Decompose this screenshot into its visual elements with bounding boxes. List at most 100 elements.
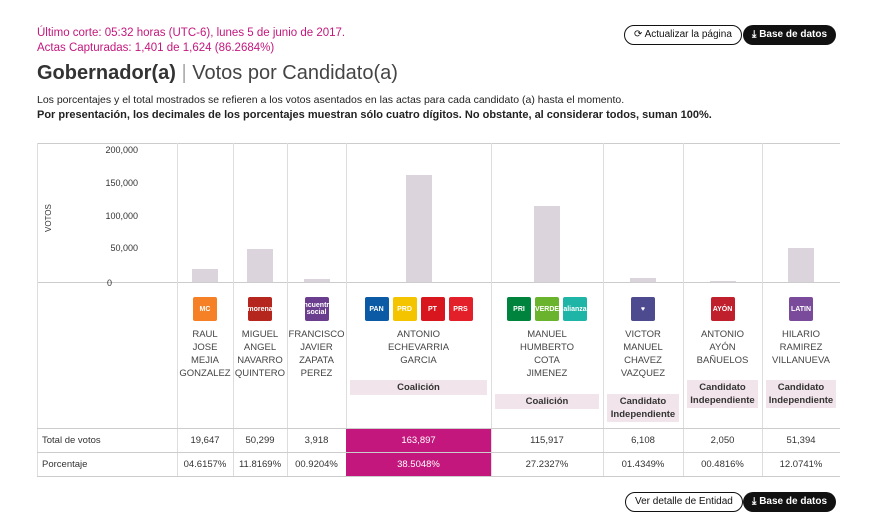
- percentage-cell: 01.4349%: [621, 459, 665, 470]
- candidate-name: RAUL JOSE MEJIA GONZALEZ: [177, 328, 233, 380]
- entity-detail-label: Ver detalle de Entidad: [635, 496, 733, 507]
- percentage-cell: 00.4816%: [701, 459, 744, 470]
- entity-detail-button[interactable]: Ver detalle de Entidad: [625, 492, 743, 512]
- percentage-cell: 00.9204%: [295, 459, 338, 470]
- database-label: Base de datos: [759, 29, 828, 40]
- percentage-cell: 38.5048%: [346, 453, 491, 476]
- y-tick-label: 0: [106, 278, 112, 288]
- column-divider: [762, 143, 763, 476]
- candidate-name-line: JOSE: [192, 342, 218, 353]
- candidate-name-line: BAÑUELOS: [696, 355, 749, 366]
- party-logo-icon: PAN: [364, 297, 389, 321]
- candidacy-tag: Candidato Independiente: [766, 380, 836, 408]
- party-logo-icon: VERDE: [535, 297, 559, 321]
- candidate-name-line: COTA: [534, 355, 560, 366]
- candidate-name-line: GARCIA: [400, 355, 437, 366]
- database-button[interactable]: ⤓ Base de datos: [743, 25, 837, 45]
- candidate-name-line: JAVIER: [300, 342, 333, 353]
- chart-left-border: [37, 143, 38, 476]
- title-sub: Votos por Candidato(a): [192, 62, 398, 84]
- candidate-name-line: VICTOR: [625, 329, 661, 340]
- column-divider: [346, 143, 347, 476]
- candidacy-tag: Coalición: [350, 380, 487, 395]
- vote-bar[interactable]: [192, 269, 218, 282]
- vote-bar[interactable]: [303, 279, 330, 282]
- total-votes-row: Total de votos 19,647 50,299 3,918 163,897 11…: [37, 428, 840, 452]
- percentage-cell: 04.6157%: [183, 459, 227, 470]
- y-tick-label: 50,000: [110, 243, 138, 254]
- vote-bar[interactable]: [630, 277, 656, 282]
- candidate-name-line: FRANCISCO: [288, 329, 345, 340]
- candidate-name: VICTOR MANUEL CHAVEZ VAZQUEZ: [603, 328, 683, 380]
- candidate-name-line: VAZQUEZ: [620, 368, 666, 379]
- vote-bar[interactable]: [709, 280, 736, 282]
- footer-database-label: Base de datos: [759, 496, 828, 507]
- total-votes-cell: 163,897: [346, 429, 491, 452]
- candidate-name-line: MANUEL: [623, 342, 663, 353]
- candidate-name: HILARIO RAMIREZ VILLANUEVA: [762, 328, 840, 367]
- candidate-name-line: ANTONIO: [700, 329, 745, 340]
- candidate-name-line: HILARIO: [781, 329, 820, 340]
- y-tick-label: 200,000: [105, 145, 138, 155]
- vote-bar[interactable]: [534, 206, 560, 282]
- chart-baseline: [37, 282, 840, 283]
- desc-line1: Los porcentajes y el total mostrados se …: [37, 94, 625, 106]
- cut-info: Último corte: 05:32 horas (UTC-6), lunes…: [37, 26, 345, 56]
- party-logo-icon: LATIN: [789, 297, 813, 321]
- y-axis-label: VOTOS: [44, 204, 53, 232]
- candidate-name-line: MIGUEL: [241, 329, 279, 340]
- candidate-name: MIGUEL ANGEL NAVARRO QUINTERO: [233, 328, 287, 380]
- candidate-name: MANUEL HUMBERTO COTA JIMENEZ: [491, 328, 603, 380]
- total-votes-cell: 3,918: [304, 435, 329, 446]
- description: Los porcentajes y el total mostrados se …: [37, 93, 712, 123]
- candidate-name-line: ECHEVARRIA: [387, 342, 450, 353]
- column-divider: [683, 143, 684, 476]
- total-votes-cell: 19,647: [190, 435, 220, 446]
- refresh-button[interactable]: ⟳ Actualizar la página: [624, 25, 742, 45]
- candidate-name: FRANCISCO JAVIER ZAPATA PEREZ: [287, 328, 346, 380]
- candidate-name-line: JIMENEZ: [526, 368, 568, 379]
- y-tick-label: 100,000: [105, 210, 138, 221]
- party-logo-icon: AYÓN: [710, 297, 735, 321]
- vote-bar[interactable]: [405, 174, 432, 282]
- footer-database-button[interactable]: ⤓ Base de datos: [743, 492, 837, 512]
- party-logo-icon: encuentro social: [304, 297, 329, 321]
- total-votes-cell: 51,394: [786, 435, 816, 446]
- candidate-name-line: QUINTERO: [234, 368, 286, 379]
- column-divider: [603, 143, 604, 476]
- candidate-name: ANTONIO AYÓN BAÑUELOS: [683, 328, 762, 367]
- candidate-name-line: VILLANUEVA: [772, 355, 830, 366]
- candidate-name-line: NAVARRO: [237, 355, 283, 366]
- party-logo-icon: PT: [420, 297, 445, 321]
- download-icon: ⤓: [752, 29, 760, 40]
- candidate-name-line: PEREZ: [300, 368, 333, 379]
- page-title: Gobernador(a) | Votos por Candidato(a): [37, 62, 398, 85]
- percentage-label: Porcentaje: [42, 459, 88, 470]
- refresh-icon: ⟳: [634, 29, 645, 40]
- title-sep: |: [181, 62, 187, 84]
- candidate-name: ANTONIO ECHEVARRIA GARCIA: [346, 328, 491, 367]
- title-main: Gobernador(a): [37, 62, 176, 84]
- party-logo-icon: PRD: [392, 297, 417, 321]
- candidacy-tag: Candidato Independiente: [687, 380, 758, 408]
- column-divider: [177, 143, 178, 476]
- vote-bar[interactable]: [788, 248, 814, 282]
- candidacy-tag: Coalición: [495, 394, 599, 409]
- candidate-name-line: HUMBERTO: [519, 342, 575, 353]
- chart-top-border: [37, 143, 840, 144]
- percentage-cell: 12.0741%: [779, 459, 823, 470]
- candidate-name-line: RAMIREZ: [779, 342, 823, 353]
- candidate-name-line: ANTONIO: [396, 329, 441, 340]
- vote-bar[interactable]: [247, 249, 273, 282]
- y-tick-label: 150,000: [105, 177, 138, 188]
- column-divider: [233, 143, 234, 476]
- refresh-label: Actualizar la página: [644, 29, 732, 40]
- total-votes-label: Total de votos: [42, 435, 101, 446]
- candidate-name-line: GONZALEZ: [179, 368, 231, 379]
- candidate-name-line: MEJIA: [191, 355, 219, 366]
- column-divider: [287, 143, 288, 476]
- candidate-name-line: MANUEL: [527, 329, 567, 340]
- last-cut-text: Último corte: 05:32 horas (UTC-6), lunes…: [37, 27, 346, 39]
- candidate-name-line: RAUL: [192, 329, 218, 340]
- party-logo-icon: MC: [193, 297, 217, 321]
